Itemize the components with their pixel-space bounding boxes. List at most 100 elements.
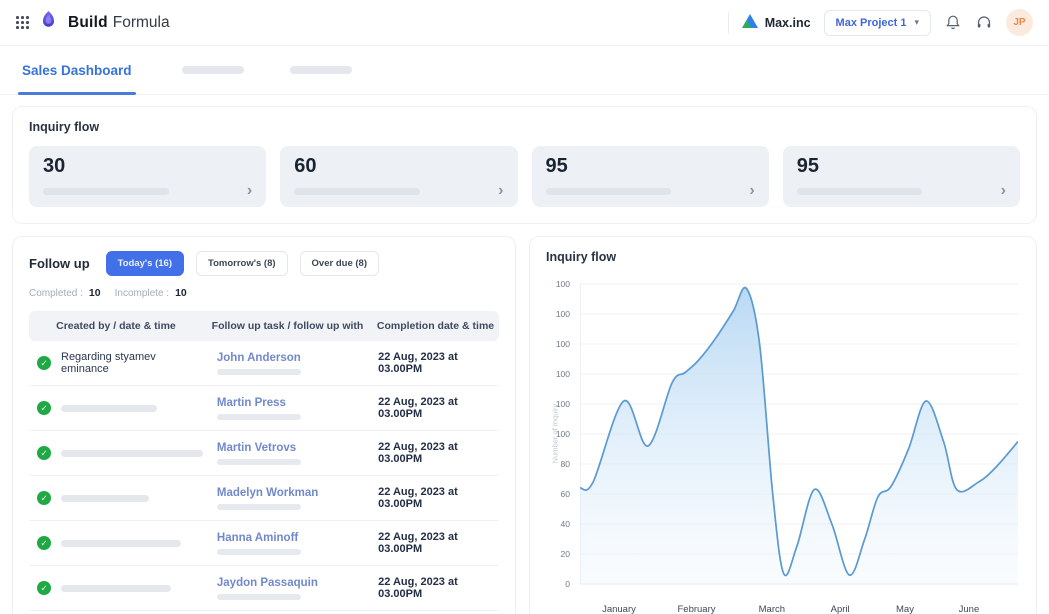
app-header: Build Formula Max.inc Max Project 1 ▾ [0, 0, 1049, 46]
follow-up-with-cell: Martin Vetrovs [203, 442, 372, 465]
completion-datetime: 22 Aug, 2023 at 03.00PM [378, 396, 458, 420]
follow-up-summary: Completed : 10 Incomplete : 10 [29, 287, 499, 299]
inquiry-card-value: 30 [43, 155, 66, 177]
follow-up-with-cell: Jaydon Passaquin [203, 577, 372, 600]
area-fill [580, 287, 1018, 584]
task-placeholder [61, 539, 181, 547]
completion-datetime: 22 Aug, 2023 at 03.00PM [378, 576, 458, 600]
created-by-cell: ✓ [29, 446, 203, 460]
contact-link[interactable]: Martin Vetrovs [216, 441, 297, 454]
y-tick-label: 60 [560, 489, 570, 499]
inquiry-flow-cards-title: Inquiry flow [29, 120, 100, 134]
y-tick-label: 100 [555, 279, 570, 289]
y-axis-ticks: 100 100 100 100 100 100 80 60 40 20 0 [546, 274, 572, 594]
card-label-placeholder [545, 187, 672, 195]
support-headset-icon[interactable] [975, 14, 993, 32]
filter-tomorrows[interactable]: Tomorrow's (8) [196, 251, 288, 276]
notifications-bell-icon[interactable] [944, 14, 962, 32]
column-created-by: Created by / date & time [56, 320, 176, 332]
contact-placeholder [216, 593, 301, 600]
contact-link[interactable]: Martin Press [216, 396, 286, 409]
chevron-down-icon: ▾ [914, 17, 919, 27]
apps-menu-icon[interactable] [16, 16, 29, 29]
follow-up-with-cell: Martin Press [203, 397, 372, 420]
contact-placeholder [216, 503, 301, 510]
inquiry-flow-cards: 30 › 60 › 95 › 95 › [29, 146, 1020, 207]
follow-up-rows: ✓ Regarding styamev eminance John Anders… [29, 341, 499, 614]
contact-link[interactable]: Madelyn Workman [216, 486, 319, 499]
inquiry-card-3[interactable]: 95 › [531, 146, 769, 207]
chevron-right-icon[interactable]: › [246, 182, 253, 199]
tab-placeholder-1[interactable] [181, 66, 244, 74]
follow-up-title: Follow up [29, 256, 90, 271]
inquiry-card-value: 95 [545, 155, 568, 177]
page-tabbar: Sales Dashboard [0, 46, 1049, 95]
incomplete-label: Incomplete : [114, 287, 170, 299]
inquiry-flow-chart-panel: Inquiry flow Number of Inquiry 100 100 100… [529, 236, 1037, 614]
task-placeholder [61, 404, 157, 412]
follow-up-with-cell: Hanna Aminoff [203, 532, 372, 555]
filter-todays[interactable]: Today's (16) [105, 251, 185, 276]
completion-datetime: 22 Aug, 2023 at 03.00PM [378, 531, 458, 555]
table-row: ✓ Martin Press 22 Aug, 2023 at 03.00PM [29, 386, 499, 431]
x-tick-label: March [758, 604, 786, 614]
table-row: ✓ Jaydon Passaquin 22 Aug, 2023 at 03.00… [29, 566, 499, 611]
created-by-cell: ✓ [29, 536, 203, 550]
brand-logo-icon [41, 10, 56, 35]
column-completion-date: Completion date & time [376, 320, 495, 332]
completion-datetime: 22 Aug, 2023 at 03.00PM [378, 486, 458, 510]
contact-placeholder [216, 548, 301, 555]
x-tick-label: May [896, 604, 914, 614]
completed-count: 10 [88, 287, 101, 299]
tab-sales-dashboard[interactable]: Sales Dashboard [18, 46, 136, 95]
filter-overdue[interactable]: Over due (8) [299, 251, 379, 276]
completed-check-icon: ✓ [37, 446, 51, 460]
contact-link[interactable]: Hanna Aminoff [216, 531, 299, 544]
created-by-cell: ✓ [29, 491, 203, 505]
chevron-right-icon[interactable]: › [1000, 182, 1006, 199]
task-text: Regarding styamev eminance [61, 351, 156, 375]
task-placeholder [61, 449, 203, 457]
header-divider [727, 11, 729, 34]
series-line [580, 286, 1018, 577]
card-label-placeholder [796, 187, 923, 195]
incomplete-count: 10 [175, 287, 187, 299]
contact-link[interactable]: John Anderson [216, 351, 301, 364]
inquiry-card-4[interactable]: 95 › [782, 146, 1020, 207]
completed-check-icon: ✓ [37, 536, 51, 550]
company-logo-icon [741, 14, 758, 31]
project-selector-value: Max Project 1 [835, 16, 907, 29]
table-row: ✓ Regarding styamev eminance John Anders… [29, 341, 499, 386]
task-placeholder [61, 584, 171, 592]
user-avatar[interactable]: JP [1006, 9, 1033, 36]
inquiry-flow-chart: Number of Inquiry 100 100 100 100 100 100 80 60… [546, 274, 1020, 614]
inquiry-card-1[interactable]: 30 › [29, 146, 267, 207]
inquiry-card-2[interactable]: 60 › [280, 146, 518, 207]
x-axis-labels: January February March April May June [580, 604, 1018, 614]
task-placeholder [61, 494, 149, 502]
follow-up-with-cell: John Anderson [203, 352, 372, 375]
completed-check-icon: ✓ [37, 401, 51, 415]
chevron-right-icon[interactable]: › [498, 182, 504, 199]
completed-check-icon: ✓ [37, 581, 51, 595]
area-chart-svg [580, 283, 1018, 585]
table-header: Created by / date & time Follow up task … [29, 311, 499, 341]
y-tick-label: 100 [555, 399, 570, 409]
contact-link[interactable]: Jaydon Passaquin [216, 576, 318, 589]
completion-datetime: 22 Aug, 2023 at 03.00PM [378, 351, 458, 375]
x-tick-label: June [958, 604, 980, 614]
inquiry-card-value: 95 [796, 155, 819, 177]
follow-up-panel: Follow up Today's (16) Tomorrow's (8) Ov… [12, 236, 516, 614]
tab-placeholder-2[interactable] [289, 66, 352, 74]
chart-title: Inquiry flow [546, 250, 617, 264]
company-name: Max.inc [764, 15, 811, 30]
y-tick-label: 80 [560, 459, 570, 469]
table-row: ✓ Martin Vetrovs 22 Aug, 2023 at 03.00PM [29, 431, 499, 476]
completed-label: Completed : [29, 287, 83, 299]
company-badge: Max.inc [741, 14, 811, 31]
brand-title: Build Formula [68, 14, 170, 32]
inquiry-card-value: 60 [294, 155, 317, 177]
x-tick-label: February [677, 604, 716, 614]
chevron-right-icon[interactable]: › [749, 182, 755, 199]
project-selector[interactable]: Max Project 1 ▾ [823, 9, 931, 36]
